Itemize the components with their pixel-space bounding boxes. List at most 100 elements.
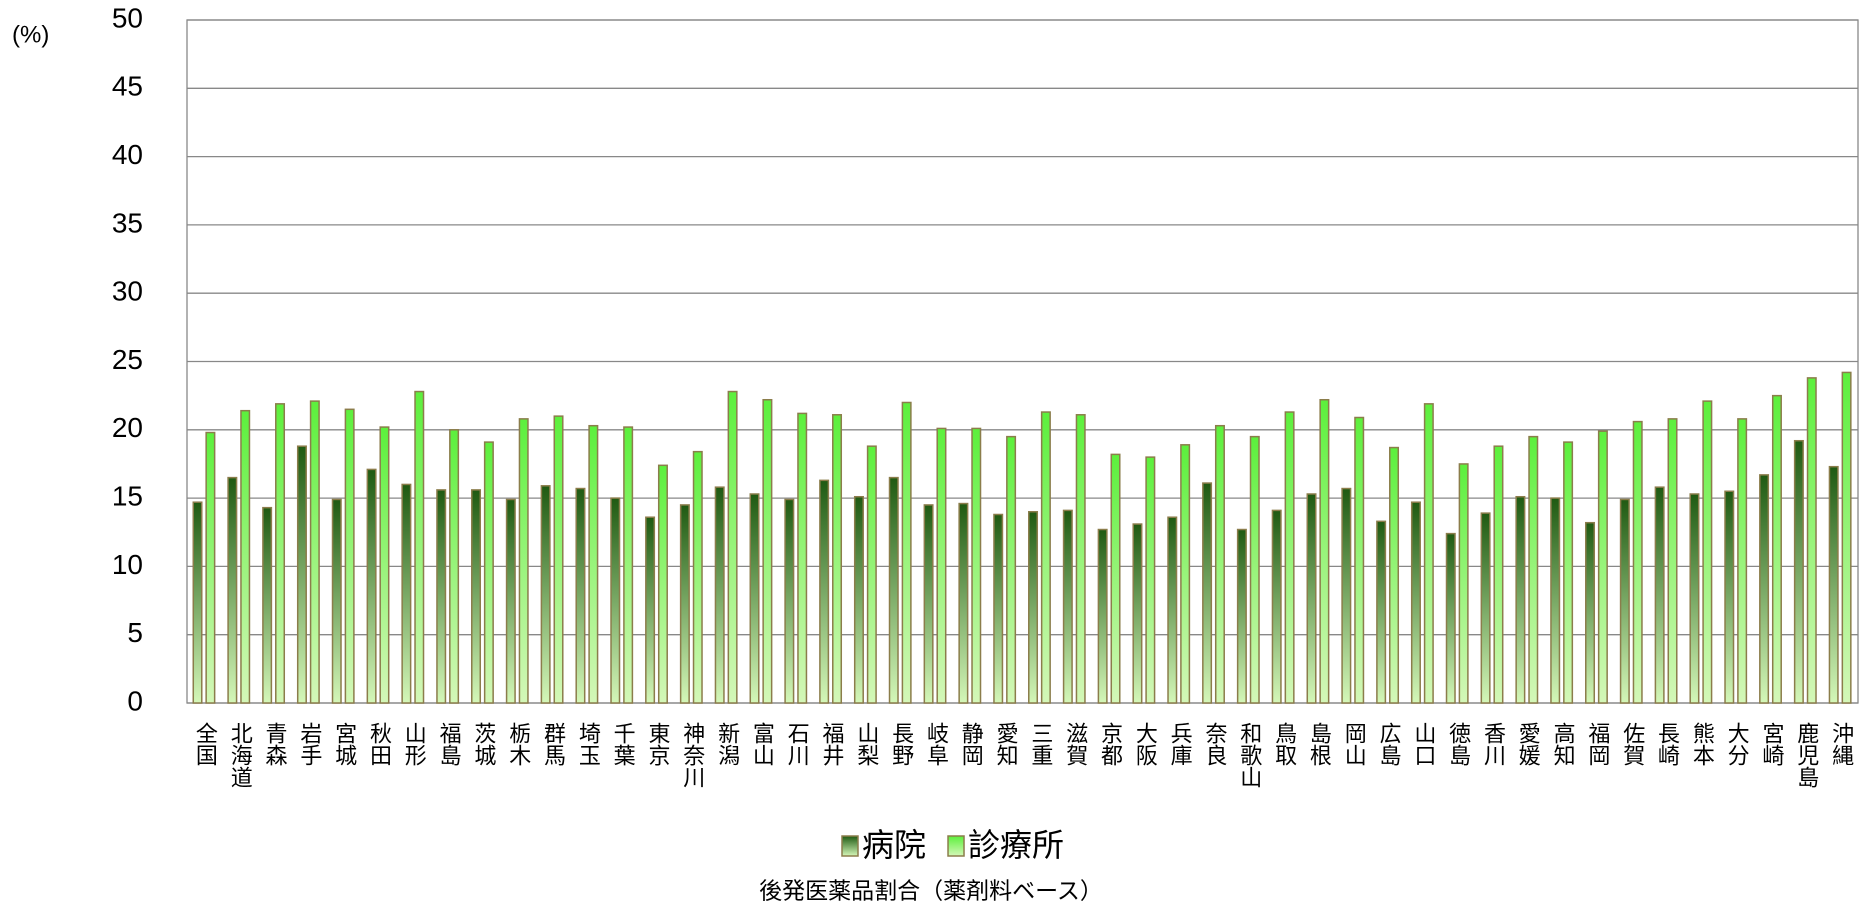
bar: [1458, 463, 1469, 704]
bar: [1585, 521, 1596, 704]
bar: [449, 429, 460, 704]
bar: [1354, 416, 1365, 704]
bar: [1597, 430, 1608, 704]
bar: [853, 495, 864, 704]
bar: [1389, 446, 1400, 704]
x-tick-label: 千葉: [610, 722, 636, 766]
bar: [1806, 377, 1817, 704]
bar: [714, 486, 725, 704]
x-tick-label: 茨城: [470, 722, 496, 766]
x-tick-label: 山口: [1410, 722, 1435, 766]
bar: [192, 501, 203, 704]
bar: [1341, 487, 1352, 704]
bar: [518, 418, 529, 704]
bar: [971, 427, 982, 704]
bar: [1515, 495, 1526, 704]
bar: [1006, 435, 1017, 704]
bar: [657, 464, 668, 704]
bar: [1249, 435, 1260, 704]
y-tick-label: 40: [112, 139, 143, 170]
bar: [1202, 482, 1213, 704]
x-tick-label: 石川: [784, 722, 810, 766]
bar: [553, 415, 564, 704]
x-tick-label: 岐阜: [923, 722, 948, 766]
x-tick-label: 沖縄: [1828, 722, 1854, 766]
bar: [344, 408, 355, 704]
x-tick-label: 山形: [401, 722, 427, 766]
x-tick-label: 宮城: [331, 722, 357, 766]
x-tick-label: 熊本: [1689, 722, 1715, 766]
bar: [1632, 420, 1643, 704]
bar: [1132, 523, 1143, 704]
bar: [366, 468, 377, 704]
y-tick-label: 10: [112, 549, 143, 580]
bar: [1493, 445, 1504, 704]
bar: [436, 489, 447, 704]
bar: [1737, 418, 1748, 704]
bar: [1654, 486, 1665, 704]
y-tick-label: 50: [112, 2, 143, 33]
bar: [1667, 418, 1678, 704]
bar: [1563, 441, 1574, 704]
x-axis-label: 後発医薬品割合（薬剤料ベース）: [759, 879, 1103, 905]
bar: [240, 409, 251, 704]
bar: [645, 516, 656, 704]
bar: [1771, 394, 1782, 704]
bar: [296, 445, 307, 704]
x-tick-label: 愛媛: [1515, 722, 1541, 766]
bar: [1793, 439, 1804, 704]
bar: [588, 424, 599, 704]
x-tick-label: 福岡: [1584, 722, 1610, 766]
x-tick-label: 鳥取: [1271, 722, 1297, 766]
legend-label: 病院: [862, 826, 926, 864]
bar: [1759, 474, 1770, 704]
bar: [1145, 456, 1156, 704]
y-tick-label: 45: [112, 71, 143, 102]
x-tick-label: 福井: [819, 722, 845, 766]
bar: [762, 398, 773, 704]
bar: [1828, 465, 1839, 704]
x-tick-label: 岡山: [1341, 722, 1366, 766]
bar: [1110, 453, 1121, 704]
bar: [227, 476, 238, 704]
bar: [1423, 403, 1434, 704]
bar: [331, 498, 342, 704]
bar: [797, 412, 808, 704]
bar: [1284, 411, 1295, 704]
bar: [1841, 371, 1852, 704]
bar: [540, 485, 551, 704]
bar: [727, 390, 738, 704]
x-tick-label: 京都: [1097, 722, 1123, 766]
legend-swatch: [841, 835, 859, 857]
x-tick-label: 兵庫: [1167, 722, 1193, 766]
bar: [993, 513, 1004, 704]
y-tick-label: 25: [112, 344, 143, 375]
x-tick-label: 秋田: [366, 722, 392, 766]
bar: [1445, 532, 1456, 704]
y-unit: (%): [12, 21, 49, 48]
x-tick-label: 福島: [436, 722, 462, 766]
bar: [1075, 414, 1086, 704]
bar: [1306, 493, 1317, 704]
bar: [1319, 398, 1330, 704]
x-tick-label: 東京: [644, 722, 670, 766]
bar: [1097, 528, 1108, 704]
bar: [401, 483, 412, 704]
x-tick-label: 長野: [888, 722, 914, 766]
bar: [610, 497, 621, 704]
bar: [1167, 516, 1178, 704]
bar: [936, 427, 947, 704]
x-tick-label: 奈良: [1201, 722, 1227, 766]
bar: [1689, 493, 1700, 704]
bar: [275, 403, 286, 704]
bar: [623, 426, 634, 704]
x-tick-label: 高知: [1550, 722, 1576, 766]
x-tick-label: 全国: [192, 722, 218, 766]
bar: [1619, 498, 1630, 704]
bar: [901, 401, 912, 704]
y-tick-label: 0: [127, 685, 143, 716]
bar: [923, 504, 934, 704]
x-tick-label: 島根: [1306, 722, 1332, 766]
x-tick-label: 三重: [1027, 722, 1052, 766]
